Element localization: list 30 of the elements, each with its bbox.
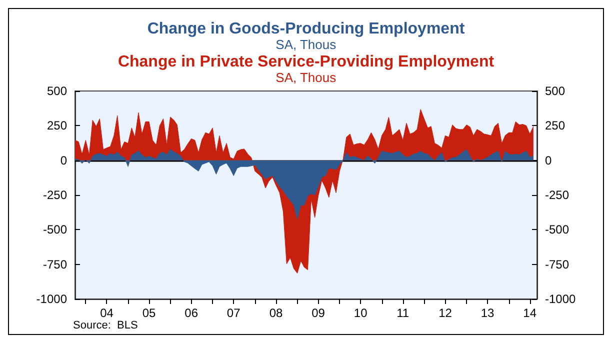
y-tick-label: -750: [42, 257, 68, 272]
x-tick-label: 10: [354, 306, 368, 320]
source-note: Source: BLS: [73, 320, 138, 332]
text: SA, Thous: [276, 37, 336, 52]
x-tick-label: 05: [142, 306, 156, 320]
y-tick-label: -250: [42, 188, 68, 202]
x-tick-label: 04: [100, 306, 114, 320]
y2-tick-label: -750: [545, 257, 570, 272]
y2-tick-label: -500: [545, 222, 570, 237]
x-tick-label: 07: [226, 306, 241, 320]
x-tick-label: 14: [523, 306, 537, 320]
x-tick-label: 11: [396, 306, 410, 320]
y2-tick-label: -250: [545, 188, 570, 202]
x-tick-label: 12: [438, 306, 452, 320]
y-tick-label: -1000: [36, 292, 68, 306]
chart-subtitle: SA, Thous: [276, 70, 337, 85]
x-tick-label: 13: [480, 306, 495, 320]
y-tick-label: 250: [46, 118, 68, 133]
y2-tick-label: 500: [545, 84, 566, 98]
y2-tick-label: -1000: [545, 292, 576, 306]
y-tick-label: 0: [60, 153, 68, 168]
text: Change in Goods-Producing Employment: [147, 20, 466, 38]
y-tick-label: 500: [46, 84, 68, 98]
x-tick-label: 08: [269, 306, 283, 320]
text: Change in Private Service-Providing Employment: [118, 54, 495, 70]
y2-tick-label: 0: [545, 153, 552, 168]
y2-tick-label: 250: [545, 118, 566, 133]
x-tick-label: 09: [312, 306, 326, 320]
x-tick-label: 06: [184, 306, 198, 320]
y-tick-label: -500: [42, 222, 68, 237]
